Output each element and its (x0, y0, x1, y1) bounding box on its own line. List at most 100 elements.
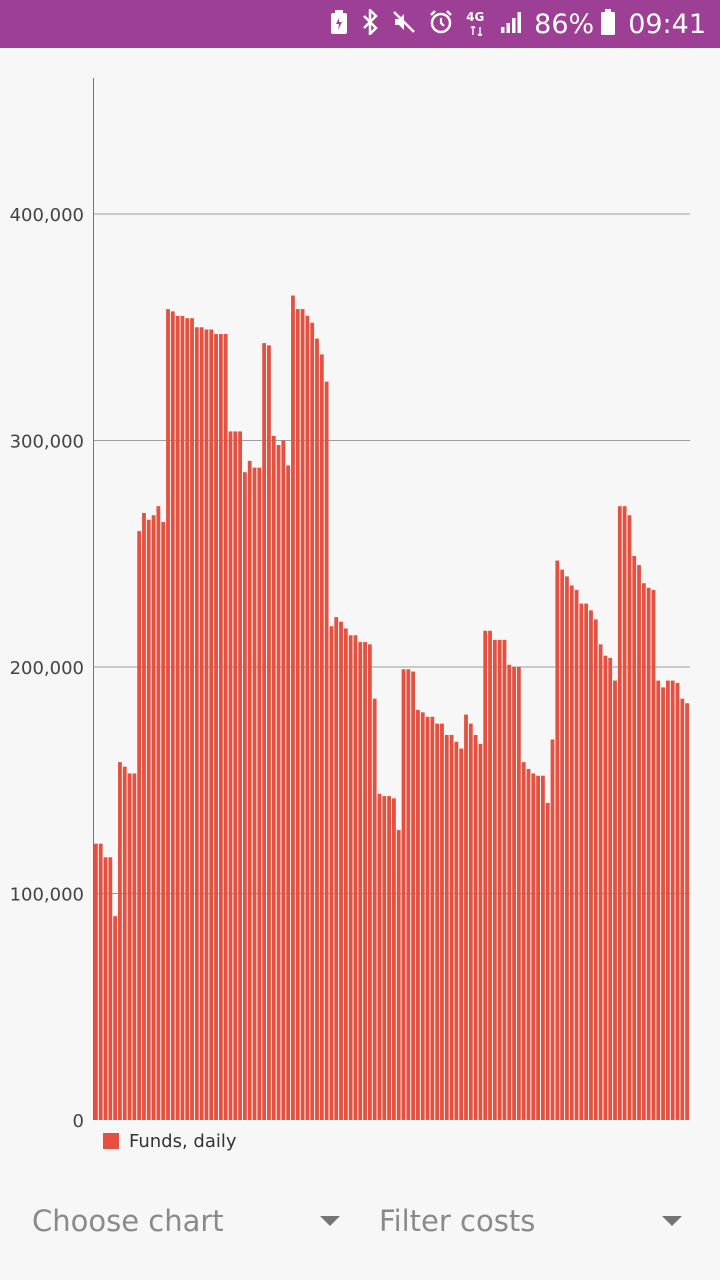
network-4g-icon: 4G (466, 10, 488, 38)
battery-percent: 86% (534, 8, 595, 40)
bar (641, 583, 646, 1120)
bar (142, 512, 146, 1120)
bar (377, 793, 382, 1120)
bar (512, 667, 516, 1120)
bar (675, 682, 680, 1120)
bar (632, 556, 637, 1120)
bar (209, 329, 214, 1120)
bar (579, 603, 584, 1120)
bar (680, 698, 685, 1120)
bar (401, 669, 406, 1120)
bar (353, 635, 358, 1120)
status-bar: 4G 86% 09:41 (0, 0, 720, 48)
bar (286, 465, 291, 1120)
bar (291, 295, 295, 1120)
bar (387, 796, 391, 1120)
bar (98, 843, 103, 1120)
bar (113, 916, 118, 1120)
bar (661, 687, 665, 1120)
bar (339, 621, 343, 1120)
bar (281, 440, 286, 1120)
bar (598, 644, 603, 1120)
bar (516, 667, 521, 1120)
y-tick-label: 300,000 (10, 432, 84, 453)
bar (574, 589, 579, 1120)
bar (243, 472, 247, 1121)
bar (497, 639, 502, 1120)
mute-icon (392, 10, 416, 39)
bar (156, 506, 161, 1120)
bar (435, 723, 440, 1121)
bar (651, 589, 656, 1120)
bar (199, 327, 204, 1120)
legend-swatch (103, 1133, 119, 1149)
bar (132, 773, 137, 1120)
bar (670, 680, 675, 1120)
bar (541, 775, 545, 1120)
bar (276, 445, 281, 1120)
bar (204, 329, 209, 1120)
bar (180, 315, 185, 1120)
bar (190, 318, 194, 1120)
bar (555, 560, 560, 1120)
bar (492, 639, 497, 1120)
bar (627, 515, 632, 1120)
bar (656, 680, 661, 1120)
bar (343, 628, 348, 1120)
status-time: 09:41 (628, 8, 706, 40)
choose-chart-dropdown[interactable]: Choose chart (32, 1196, 340, 1246)
bar (464, 714, 468, 1120)
bar (305, 315, 310, 1120)
signal-icon (500, 10, 524, 39)
bar (430, 716, 435, 1120)
bar (545, 802, 550, 1120)
bar (468, 723, 473, 1121)
bar (665, 680, 670, 1120)
bar (536, 775, 540, 1120)
legend-label: Funds, daily (129, 1130, 237, 1152)
y-tick-label: 200,000 (10, 658, 84, 679)
bar (233, 431, 238, 1120)
choose-chart-label: Choose chart (32, 1204, 224, 1238)
bluetooth-icon (360, 6, 380, 40)
bar (382, 796, 387, 1120)
bar (483, 630, 488, 1120)
bar (396, 830, 401, 1120)
bar (593, 619, 598, 1120)
bar (334, 617, 339, 1120)
bar (502, 639, 507, 1120)
bar (646, 587, 651, 1120)
bar (440, 723, 444, 1121)
bar (146, 519, 151, 1120)
dropdown-arrow-icon (320, 1216, 340, 1226)
bar (267, 345, 271, 1120)
bar (161, 522, 166, 1120)
bar (416, 710, 420, 1120)
bar (122, 766, 127, 1120)
bar (521, 762, 526, 1120)
bar (252, 467, 257, 1120)
bar (300, 309, 305, 1120)
bar (425, 716, 430, 1120)
bar (324, 381, 329, 1120)
filter-costs-dropdown[interactable]: Filter costs (379, 1196, 682, 1246)
bar (214, 334, 218, 1120)
bar (223, 334, 228, 1120)
bar (411, 671, 416, 1120)
bar (295, 309, 300, 1120)
bar (584, 603, 589, 1120)
network-4g-label: 4G (466, 10, 485, 24)
dropdown-arrow-icon (662, 1216, 682, 1226)
bar (560, 569, 565, 1120)
bar (137, 531, 142, 1120)
bar (348, 635, 353, 1120)
bar (310, 322, 315, 1121)
bar (531, 773, 536, 1120)
bar (488, 630, 492, 1120)
bar (420, 712, 425, 1120)
bar (262, 343, 267, 1120)
filter-costs-label: Filter costs (379, 1204, 536, 1238)
bar (473, 734, 478, 1120)
bar (613, 680, 617, 1120)
alarm-icon (428, 9, 454, 40)
